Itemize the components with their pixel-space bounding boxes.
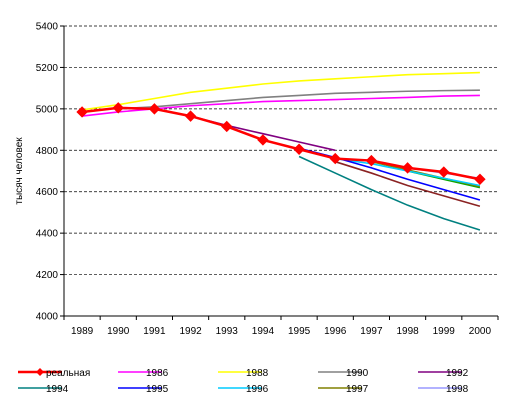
legend-label-1994: 1994 (46, 384, 69, 395)
legend-label-реальная: реальная (46, 368, 90, 379)
x-tick-label-1991: 1991 (143, 326, 166, 337)
y-tick-label-4200: 4200 (36, 270, 59, 281)
data-point-реальная-1989 (76, 106, 88, 118)
x-tick-label-1999: 1999 (433, 326, 456, 337)
series-line-1994 (298, 155, 481, 231)
data-point-реальная-1997 (365, 154, 378, 167)
legend-marker-реальная (36, 368, 44, 376)
y-axis-label: тысяч человек (14, 137, 25, 205)
legend-label-1995: 1995 (146, 384, 169, 395)
y-tick-label-5200: 5200 (36, 63, 59, 74)
legend: реальная 1986 1988 1990 1992 1994 1995 1996 1997… (18, 368, 469, 395)
legend-label-1986: 1986 (146, 368, 169, 379)
y-tick-label-5000: 5000 (36, 104, 59, 115)
data-point-реальная-1998 (401, 162, 414, 174)
legend-label-1998: 1998 (446, 384, 469, 395)
data-point-реальная-2000 (474, 173, 486, 185)
gridlines (64, 25, 498, 275)
x-tick-label-1989: 1989 (71, 326, 94, 337)
series-line-1988 (81, 71, 480, 111)
data-point-реальная-1990 (112, 102, 124, 114)
legend-label-1992: 1992 (446, 368, 469, 379)
x-tick-label-1990: 1990 (107, 326, 130, 337)
y-tick-label-4600: 4600 (36, 187, 59, 198)
x-tick-labels: 1989 1990 1991 1992 1993 1994 1995 1996 1997 1998… (63, 316, 499, 337)
data-point-реальная-1993 (221, 120, 233, 133)
series-line-1990 (118, 89, 480, 110)
series-lines (76, 71, 486, 231)
x-tick-label-1993: 1993 (216, 326, 239, 337)
data-point-реальная-1996 (329, 152, 341, 165)
x-tick-label-1994: 1994 (252, 326, 275, 337)
series-line-unlabeled-0 (335, 160, 481, 207)
data-point-реальная-1991 (148, 103, 161, 115)
data-point-реальная-1995 (293, 143, 305, 155)
y-tick-label-5400: 5400 (36, 22, 59, 33)
data-point-реальная-1994 (257, 134, 269, 146)
x-tick-label-1997: 1997 (360, 326, 383, 337)
data-point-реальная-1999 (438, 166, 450, 178)
x-tick-label-1995: 1995 (288, 326, 311, 337)
y-tick-labels: 4000 4200 4400 4600 4800 5000 5200 5400 (36, 22, 64, 323)
x-tick-label-1996: 1996 (324, 326, 347, 337)
series-line-реальная (81, 106, 481, 181)
data-point-реальная-1992 (184, 110, 197, 122)
legend-label-1988: 1988 (246, 368, 269, 379)
y-tick-label-4000: 4000 (36, 312, 59, 323)
x-tick-label-1998: 1998 (396, 326, 419, 337)
legend-label-1996: 1996 (246, 384, 269, 395)
x-tick-label-2000: 2000 (469, 326, 492, 337)
legend-label-1990: 1990 (346, 368, 369, 379)
y-tick-label-4400: 4400 (36, 229, 59, 240)
y-tick-label-4800: 4800 (36, 146, 59, 157)
legend-label-1997: 1997 (346, 384, 369, 395)
x-tick-label-1992: 1992 (179, 326, 202, 337)
